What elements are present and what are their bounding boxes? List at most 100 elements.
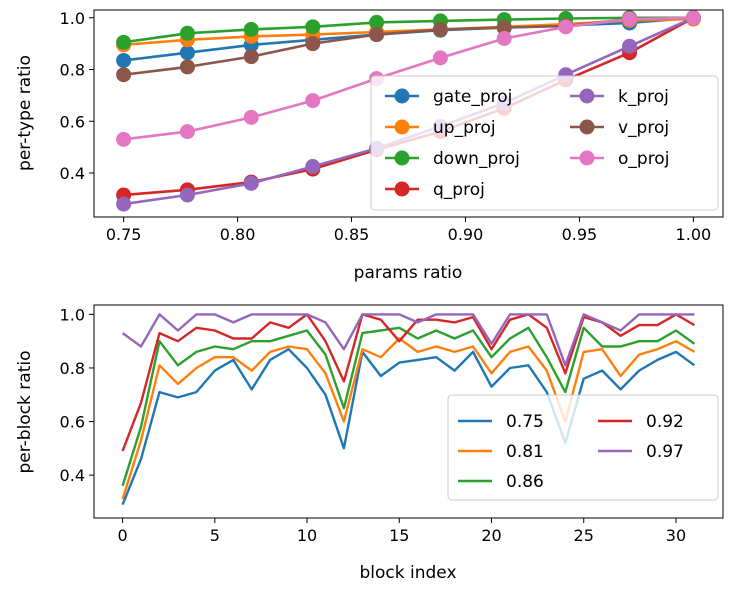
data-point-v-proj bbox=[432, 21, 448, 37]
legend-label: gate_proj bbox=[433, 87, 512, 107]
data-point-gate-proj bbox=[179, 45, 195, 61]
x-tick-label: 0 bbox=[117, 526, 127, 545]
series-line-o-proj bbox=[123, 16, 694, 141]
x-tick-label: 25 bbox=[574, 526, 594, 545]
data-point-v-proj bbox=[243, 49, 259, 65]
series-line-0-97 bbox=[121, 313, 695, 367]
data-point-v-proj bbox=[369, 27, 385, 43]
legend-entry-0-86: 0.86 bbox=[458, 472, 544, 492]
plot-frame-bottom bbox=[93, 304, 724, 519]
y-axis-label-bottom: per-block ratio bbox=[15, 351, 35, 474]
legend-entry-up-proj: up_proj bbox=[385, 118, 496, 138]
legend-label: 0.92 bbox=[646, 412, 684, 432]
data-point-o-proj bbox=[558, 19, 574, 35]
data-point-down-proj bbox=[116, 34, 132, 50]
x-axis-label-top: params ratio bbox=[354, 263, 463, 283]
legend-top: gate_proj up_proj down_proj q_proj k_proj v_p… bbox=[370, 75, 719, 211]
x-tick-label: 0.75 bbox=[106, 225, 142, 244]
legend-entry-gate-proj: gate_proj bbox=[385, 87, 512, 107]
x-tick-label: 1.00 bbox=[676, 225, 712, 244]
x-tick-label: 5 bbox=[210, 526, 220, 545]
series-0-97 bbox=[121, 313, 695, 367]
data-point-o-proj bbox=[432, 50, 448, 66]
x-tick-label: 20 bbox=[481, 526, 501, 545]
data-point-k-proj bbox=[305, 159, 321, 175]
legend-box-bottom bbox=[447, 394, 719, 501]
y-axis-label-top: per-type ratio bbox=[15, 55, 35, 171]
data-point-down-proj bbox=[179, 25, 195, 41]
y-tick-label: 0.4 bbox=[60, 164, 85, 183]
legend-entry-o-proj: o_proj bbox=[570, 149, 669, 169]
series-line-0-75 bbox=[121, 348, 696, 506]
series-line-0-81 bbox=[121, 337, 696, 500]
x-tick-label: 0.90 bbox=[448, 225, 484, 244]
legend-entry-0-75: 0.75 bbox=[458, 412, 544, 432]
data-point-o-proj bbox=[305, 93, 321, 109]
legend-bottom: 0.75 0.81 0.86 0.92 0.97 bbox=[447, 394, 719, 501]
legend-label: up_proj bbox=[433, 118, 496, 138]
legend-box-top bbox=[370, 75, 719, 211]
data-point-v-proj bbox=[116, 67, 132, 83]
legend-entry-0-81: 0.81 bbox=[458, 442, 544, 462]
legend-entry-v-proj: v_proj bbox=[570, 118, 669, 138]
legend-entry-0-92: 0.92 bbox=[598, 412, 684, 432]
series-0-75 bbox=[121, 348, 696, 506]
x-tick-label: 15 bbox=[389, 526, 409, 545]
legend-label: down_proj bbox=[433, 149, 520, 169]
legend-label: q_proj bbox=[433, 180, 485, 200]
legend-label: 0.75 bbox=[506, 412, 544, 432]
plot-frame-top bbox=[93, 9, 724, 218]
data-point-o-proj bbox=[243, 109, 259, 125]
series-o-proj bbox=[116, 10, 701, 147]
legend-entry-q-proj: q_proj bbox=[385, 180, 485, 200]
series-0-86 bbox=[121, 326, 696, 487]
legend-marker bbox=[394, 119, 410, 135]
y-tick-label: 1.0 bbox=[60, 305, 85, 324]
legend-entry-k-proj: k_proj bbox=[570, 87, 669, 107]
data-point-gate-proj bbox=[116, 52, 132, 68]
y-tick-label: 0.8 bbox=[60, 359, 85, 378]
legend-label: 0.86 bbox=[506, 472, 544, 492]
data-point-v-proj bbox=[496, 20, 512, 36]
data-point-v-proj bbox=[305, 36, 321, 52]
series-line-0-86 bbox=[121, 326, 696, 487]
x-tick-label: 0.85 bbox=[334, 225, 370, 244]
legend-label: 0.97 bbox=[646, 442, 684, 462]
x-axis-label-bottom: block index bbox=[359, 563, 456, 583]
legend-marker bbox=[394, 150, 410, 166]
legend-label: k_proj bbox=[618, 87, 669, 107]
legend-marker bbox=[579, 88, 595, 104]
x-tick-label: 30 bbox=[666, 526, 686, 545]
legend-marker bbox=[579, 119, 595, 135]
data-point-down-proj bbox=[305, 19, 321, 35]
y-tick-label: 0.8 bbox=[60, 61, 85, 80]
y-tick-label: 0.4 bbox=[60, 466, 85, 485]
y-tick-label: 1.0 bbox=[60, 9, 85, 28]
y-tick-label: 0.6 bbox=[60, 413, 85, 432]
data-point-down-proj bbox=[369, 14, 385, 30]
series-line-down-proj bbox=[123, 16, 694, 44]
data-point-k-proj bbox=[622, 38, 638, 54]
data-point-v-proj bbox=[179, 59, 195, 75]
legend-marker bbox=[394, 88, 410, 104]
legend-label: o_proj bbox=[618, 149, 669, 169]
legend-label: v_proj bbox=[618, 118, 669, 138]
data-point-k-proj bbox=[243, 175, 259, 191]
legend-marker bbox=[579, 150, 595, 166]
legend-entry-down-proj: down_proj bbox=[385, 149, 520, 169]
data-point-down-proj bbox=[243, 21, 259, 37]
x-tick-label: 0.80 bbox=[220, 225, 256, 244]
data-point-o-proj bbox=[622, 11, 638, 27]
series-0-81 bbox=[121, 337, 696, 500]
legend-entry-0-97: 0.97 bbox=[598, 442, 684, 462]
data-point-o-proj bbox=[179, 124, 195, 140]
data-point-k-proj bbox=[116, 196, 132, 212]
data-point-k-proj bbox=[179, 187, 195, 203]
legend-marker bbox=[394, 181, 410, 197]
per-type-ratio-chart: 0.75 0.80 0.85 0.90 0.95 1.00 0.4 0.6 0.8 1.0 par… bbox=[15, 9, 724, 283]
data-point-o-proj bbox=[685, 10, 701, 26]
legend-label: 0.81 bbox=[506, 442, 544, 462]
y-tick-label: 0.6 bbox=[60, 112, 85, 131]
per-block-ratio-chart: 0 5 10 15 20 25 30 0.4 0.6 0.8 1.0 block index per… bbox=[15, 304, 724, 583]
